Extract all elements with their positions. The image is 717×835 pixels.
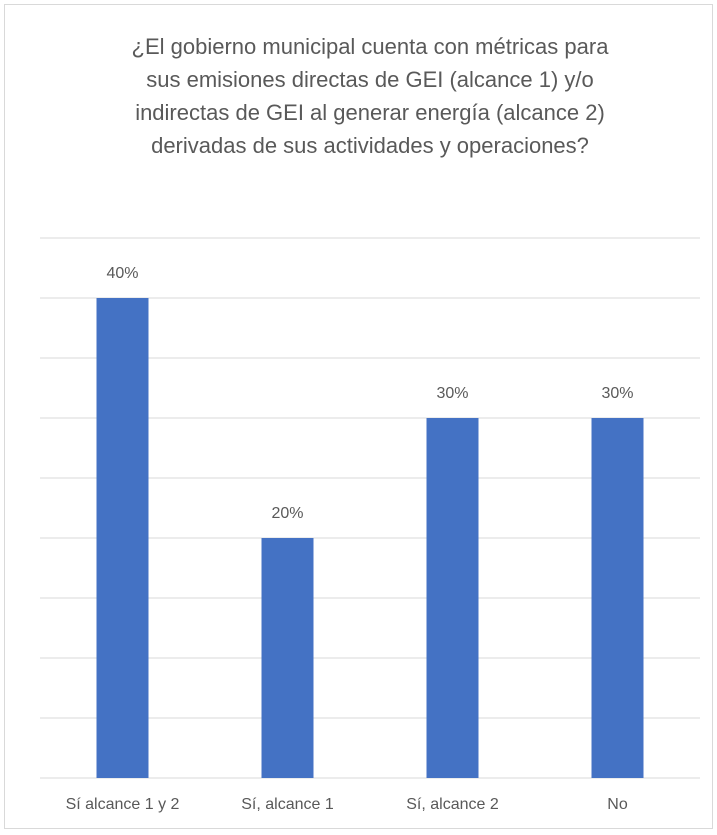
bar [426, 418, 479, 778]
bar [261, 538, 314, 778]
data-label: 30% [601, 385, 633, 402]
data-label: 30% [436, 385, 468, 402]
data-label: 40% [106, 265, 138, 282]
x-tick-label: No [607, 796, 628, 813]
bar [591, 418, 644, 778]
x-tick-label: Sí alcance 1 y 2 [66, 796, 180, 813]
x-tick-label: Sí, alcance 2 [406, 796, 499, 813]
chart-title: ¿El gobierno municipal cuenta con métric… [131, 34, 609, 158]
x-tick-label: Sí, alcance 1 [241, 796, 334, 813]
data-label: 20% [271, 505, 303, 522]
bar [96, 298, 149, 778]
chart-frame [4, 4, 713, 829]
